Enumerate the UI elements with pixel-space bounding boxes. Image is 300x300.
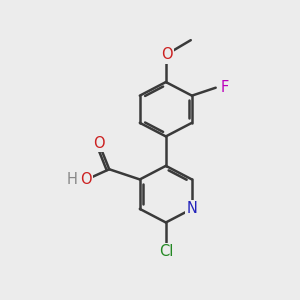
Text: O: O — [80, 172, 92, 187]
Text: Cl: Cl — [159, 244, 173, 260]
Text: F: F — [220, 80, 228, 95]
Text: H: H — [67, 172, 78, 187]
Text: O: O — [161, 47, 173, 62]
Text: N: N — [187, 201, 197, 216]
Text: O: O — [93, 136, 105, 151]
